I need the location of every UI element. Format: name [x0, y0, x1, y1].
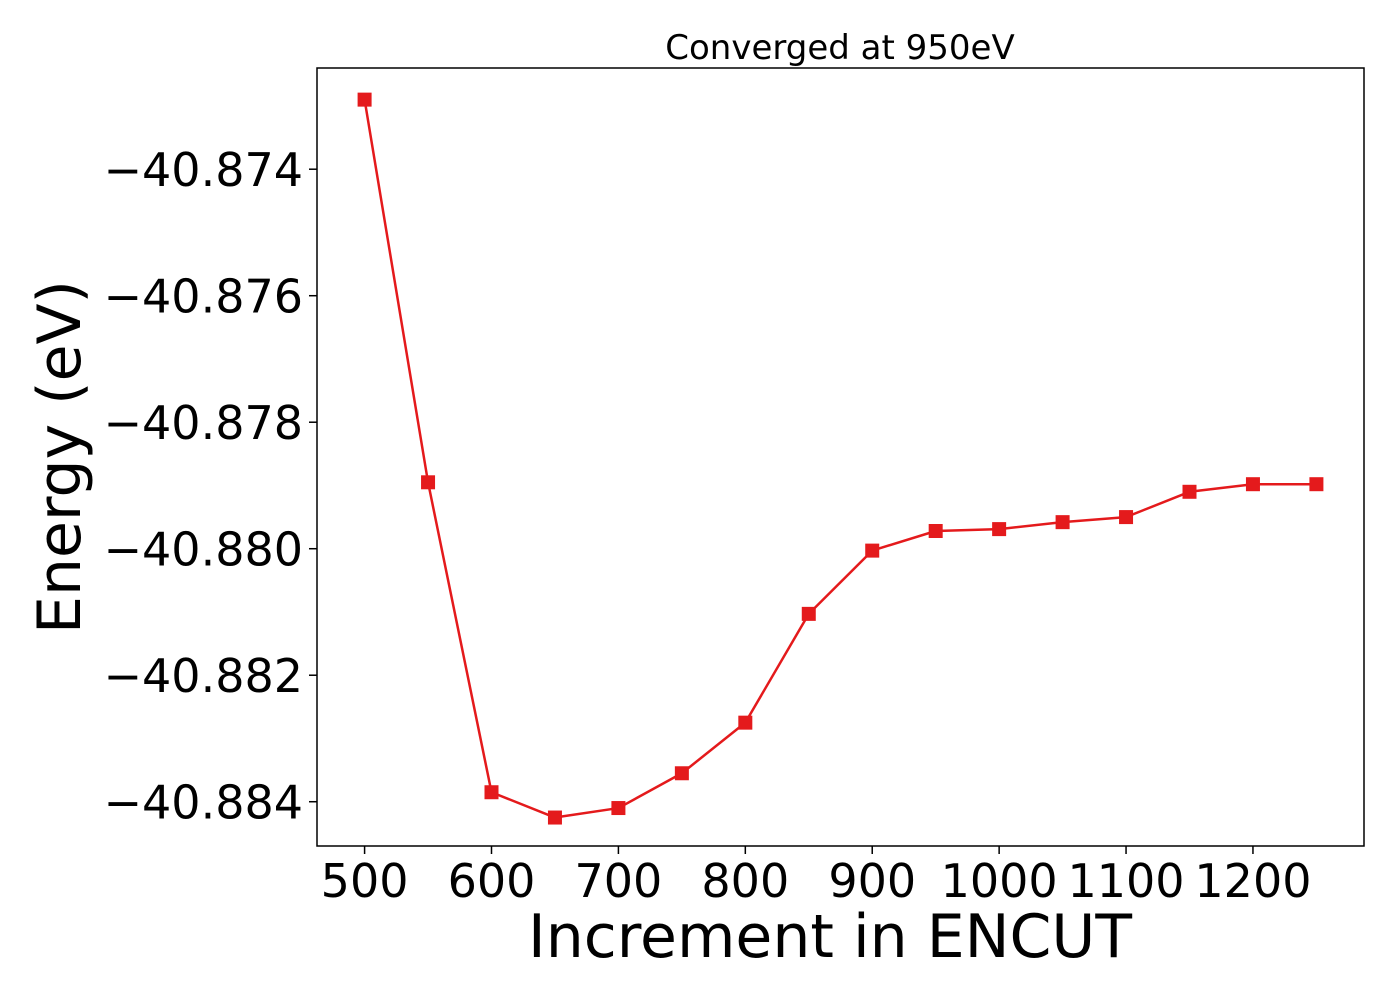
data-point-marker: [357, 92, 372, 107]
data-point-marker: [1309, 477, 1324, 492]
data-point-marker: [992, 522, 1007, 537]
data-point-marker: [484, 785, 499, 800]
x-tick-label: 500: [321, 854, 409, 908]
x-tick-label: 600: [448, 854, 536, 908]
data-point-marker: [738, 715, 753, 730]
plot-frame: [316, 67, 1365, 847]
y-tick-label: −40.884: [104, 776, 304, 830]
x-tick-label: 900: [828, 854, 916, 908]
chart-title: Converged at 950eV: [665, 28, 1014, 68]
y-tick-label: −40.876: [104, 270, 304, 324]
x-axis: 500 600 700 800 900 1000 1100 1200: [321, 846, 1311, 908]
x-tick-label: 1100: [1068, 854, 1185, 908]
x-axis-title: Increment in ENCUT: [528, 902, 1132, 972]
data-point-marker: [801, 606, 816, 621]
data-point-marker: [674, 766, 689, 781]
data-point-marker: [547, 810, 562, 825]
data-point-marker: [1119, 510, 1134, 525]
y-axis: −40.874 −40.876 −40.878 −40.880 −40.882 −40.8…: [104, 143, 317, 830]
y-tick-label: −40.874: [104, 143, 304, 197]
data-point-marker: [865, 543, 880, 558]
x-tick-label: 800: [701, 854, 789, 908]
data-point-marker: [1055, 515, 1070, 530]
x-tick-label: 700: [575, 854, 663, 908]
data-point-marker: [611, 801, 626, 816]
data-point-marker: [1182, 484, 1197, 499]
y-tick-label: −40.882: [104, 649, 304, 703]
x-tick-label: 1000: [941, 854, 1058, 908]
y-tick-label: −40.878: [104, 396, 304, 450]
x-tick-label: 1200: [1194, 854, 1311, 908]
data-point-marker: [928, 524, 943, 539]
data-point-marker: [421, 475, 436, 490]
series-line: [363, 99, 1317, 819]
plot-area: [357, 92, 1324, 825]
y-axis-title: Energy (eV): [25, 280, 95, 634]
data-point-marker: [1245, 477, 1260, 492]
y-tick-label: −40.880: [104, 523, 304, 577]
